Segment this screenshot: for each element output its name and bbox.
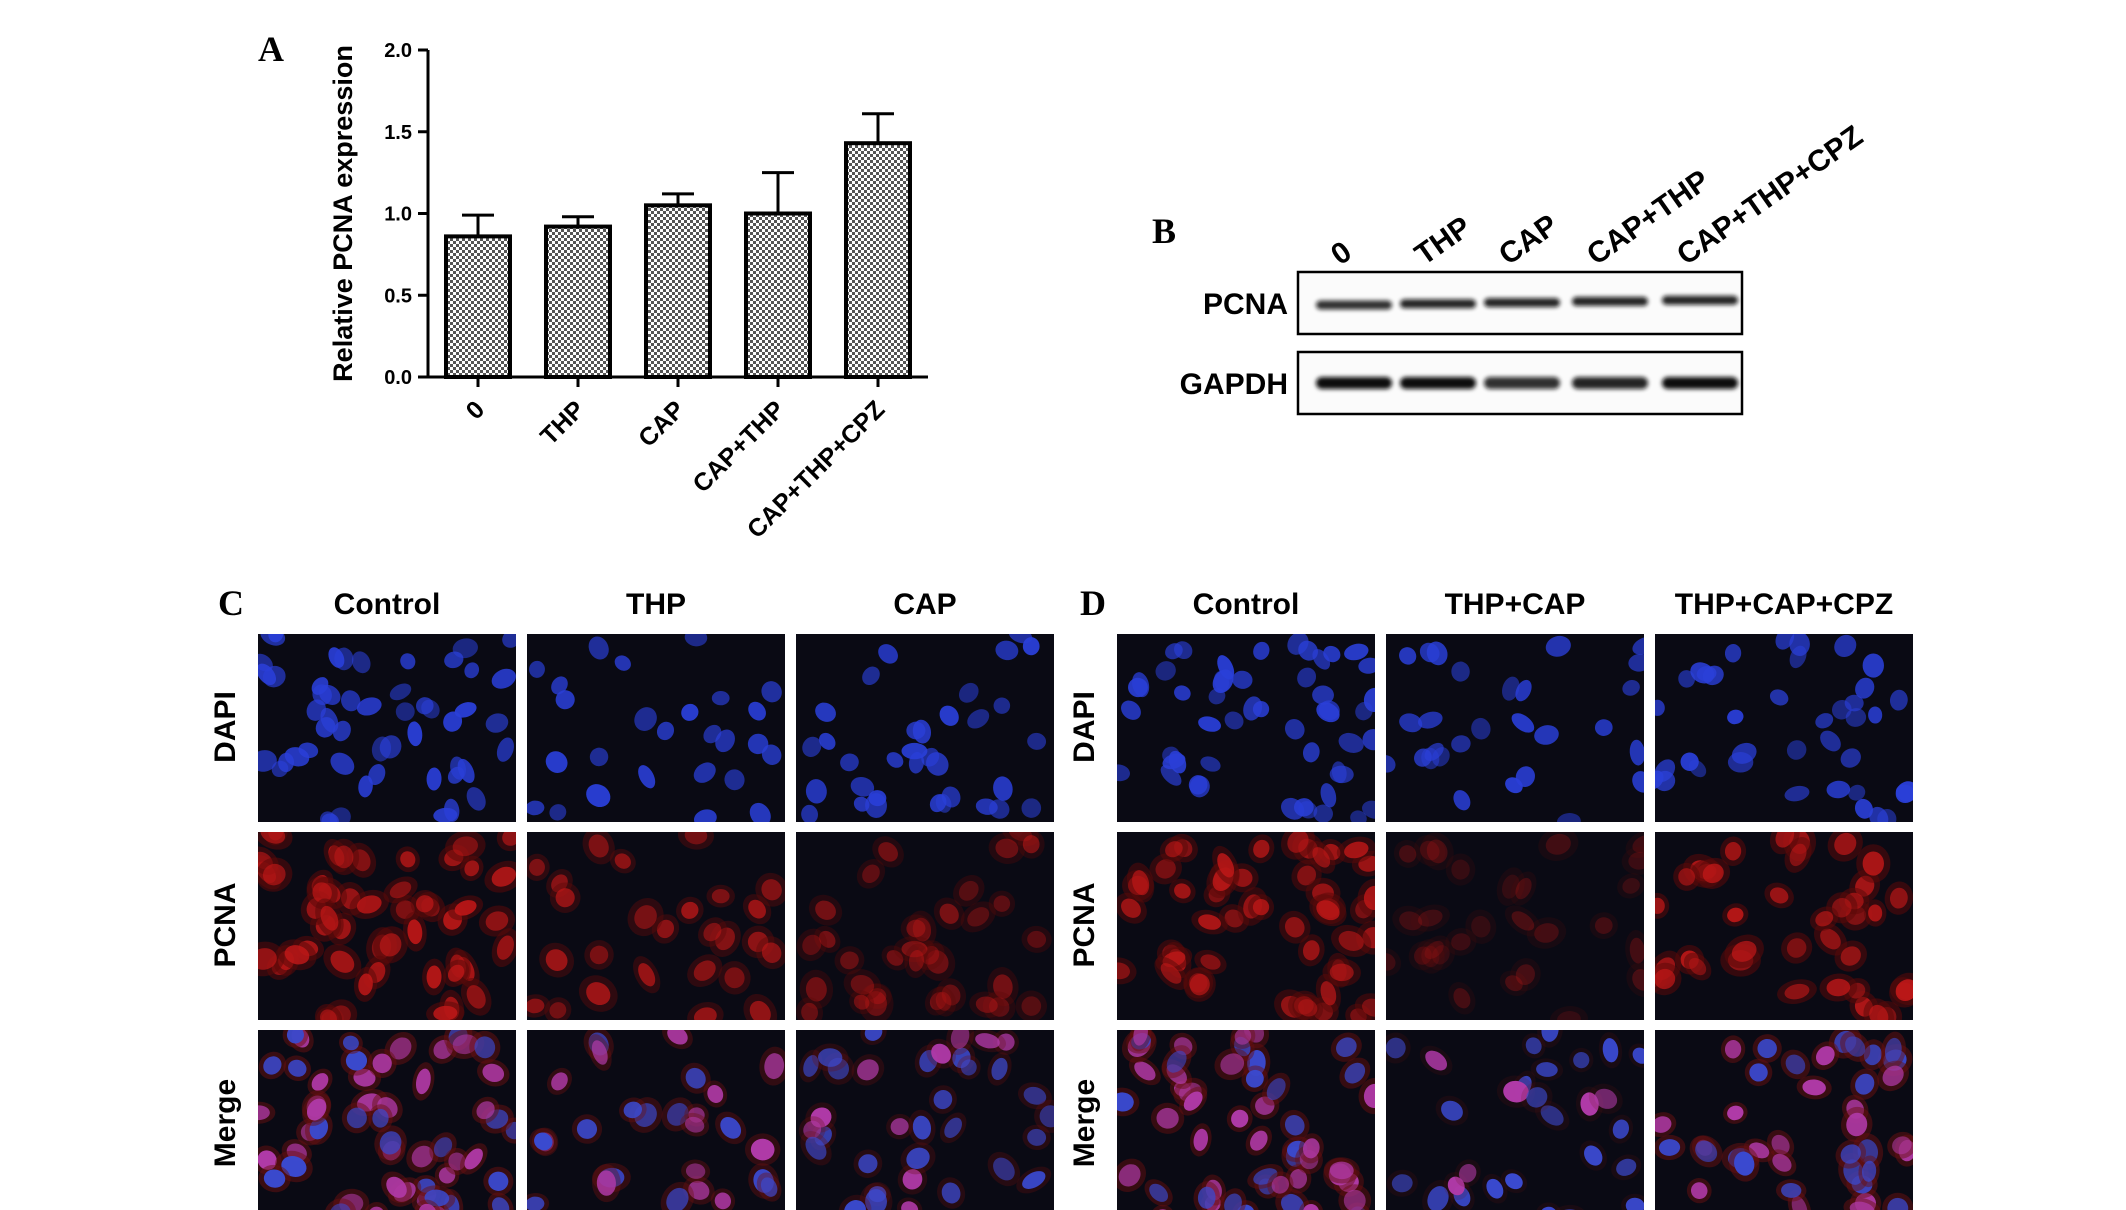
- lane-label: 0: [1325, 235, 1358, 272]
- micrograph-merge: [796, 1030, 1054, 1210]
- y-tick-label: 1.0: [384, 204, 412, 226]
- row-header: DAPI: [209, 691, 242, 763]
- bar-chart: 0.0 0.5 1.0 1.5 2.0 Relative PCNA expression 0…: [328, 40, 928, 544]
- y-tick-label: 1.5: [384, 122, 412, 144]
- y-tick-label: 0.5: [384, 285, 412, 307]
- micrograph-merge: [1386, 1030, 1644, 1210]
- column-header: Control: [333, 588, 441, 621]
- row-header: PCNA: [1068, 882, 1101, 968]
- bar-cap: [644, 203, 712, 379]
- blot-row-label: PCNA: [1203, 288, 1288, 321]
- micrograph-pcna: [796, 832, 1054, 1020]
- micrograph-dapi: [796, 634, 1054, 822]
- column-header: THP: [626, 588, 686, 621]
- column-header: CAP: [893, 588, 957, 621]
- x-tick-label: THP: [535, 395, 590, 450]
- micrograph-pcna: [1117, 832, 1375, 1020]
- row-header: Merge: [209, 1078, 242, 1168]
- panel-letter-c: C: [218, 583, 244, 623]
- panel-letter-a: A: [258, 29, 284, 69]
- y-tick-label: 0.0: [384, 367, 412, 389]
- column-header: THP+CAP: [1444, 588, 1586, 621]
- lane-label: CAP: [1493, 208, 1564, 271]
- image-grid: [258, 634, 1054, 1210]
- row-header: PCNA: [209, 882, 242, 968]
- panel-letter-d: D: [1080, 583, 1106, 623]
- micrograph-pcna: [527, 832, 785, 1020]
- micrograph-pcna: [1386, 832, 1644, 1020]
- y-axis-label: Relative PCNA expression: [328, 45, 358, 382]
- x-tick-label: 0: [461, 395, 491, 425]
- bar-cap-thp: [744, 211, 812, 379]
- blot-band: [1400, 377, 1476, 389]
- row-header: DAPI: [1068, 691, 1101, 763]
- blot-row-label: GAPDH: [1180, 368, 1288, 401]
- panel-letter-b: B: [1152, 211, 1177, 251]
- image-grid: [1117, 634, 1913, 1210]
- blot-band: [1484, 298, 1560, 308]
- bar-0: [444, 234, 512, 379]
- blot-band: [1662, 295, 1738, 305]
- column-header: THP+CAP+CPZ: [1674, 588, 1894, 621]
- blot-band: [1316, 377, 1392, 389]
- micrograph-merge: [1117, 1030, 1375, 1210]
- x-tick-label: CAP+THP: [687, 395, 790, 498]
- micrograph-dapi: [1117, 634, 1375, 822]
- row-header: Merge: [1068, 1078, 1101, 1168]
- micrograph-dapi: [258, 634, 516, 822]
- micrograph-merge: [258, 1030, 516, 1210]
- y-tick-label: 2.0: [384, 40, 412, 62]
- micrograph-pcna: [258, 832, 516, 1020]
- blot-band: [1316, 300, 1392, 310]
- blot-band: [1572, 377, 1648, 389]
- micrograph-merge: [527, 1030, 785, 1210]
- micrograph-merge: [1655, 1030, 1913, 1210]
- lane-label: THP: [1409, 210, 1477, 271]
- column-header: Control: [1192, 588, 1300, 621]
- micrograph-dapi: [527, 634, 785, 822]
- micrograph-pcna: [1655, 832, 1913, 1020]
- micrograph-dapi: [1655, 634, 1913, 822]
- blot-band: [1484, 377, 1560, 389]
- bar-thp: [544, 224, 612, 379]
- bar-cap-thp-cpz: [844, 141, 912, 379]
- x-tick-label: CAP: [633, 395, 690, 452]
- micrograph-dapi: [1386, 634, 1644, 822]
- blot-band: [1662, 377, 1738, 389]
- blot-band: [1572, 296, 1648, 306]
- blot-band: [1400, 299, 1476, 309]
